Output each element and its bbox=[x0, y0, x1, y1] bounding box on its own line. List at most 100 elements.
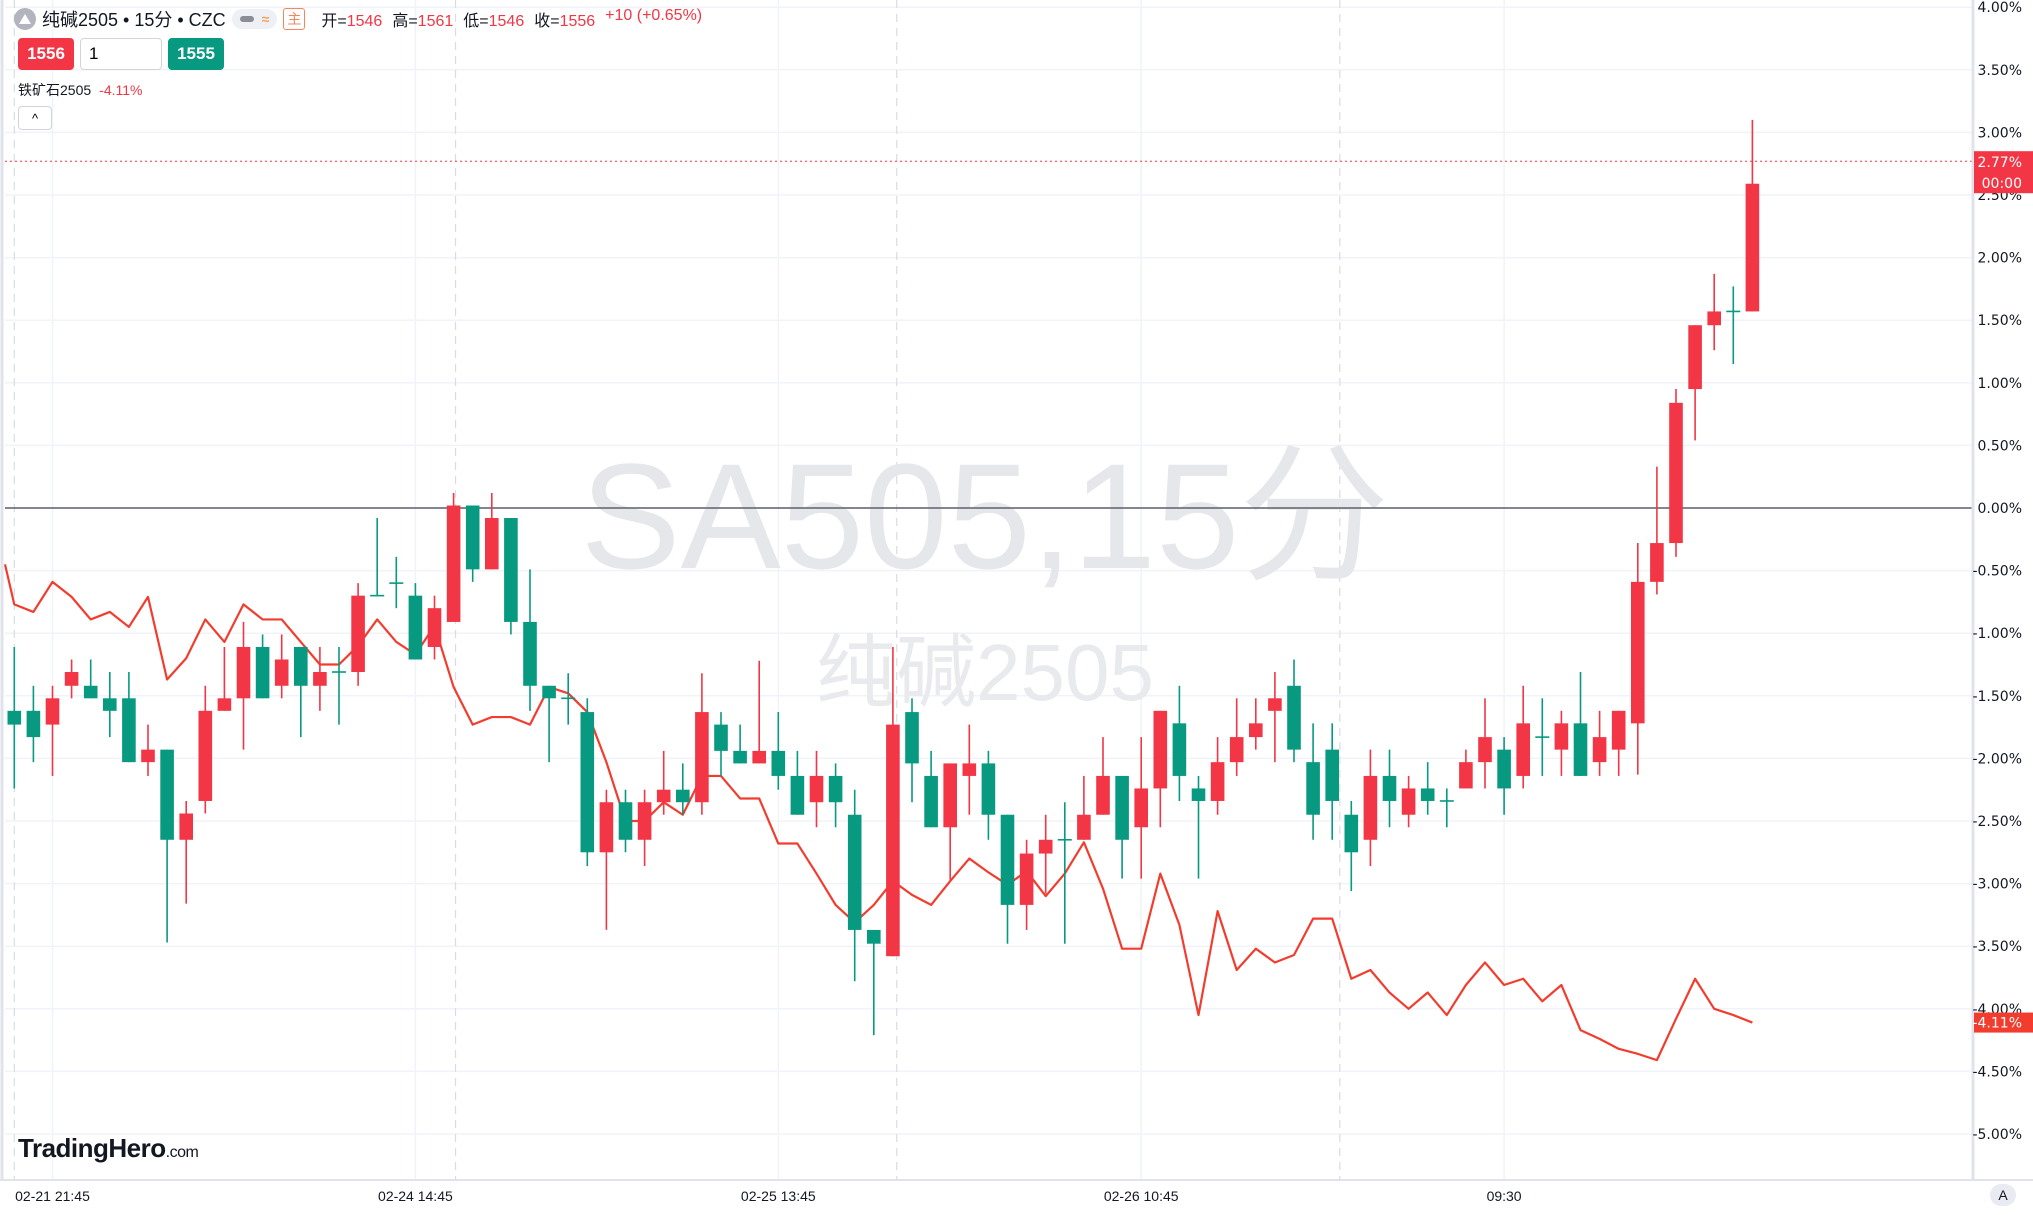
candle-body bbox=[1019, 853, 1034, 905]
candle-body bbox=[695, 712, 709, 803]
candle bbox=[274, 634, 289, 699]
candle bbox=[1420, 762, 1435, 815]
trade-panel: 1556 1555 bbox=[18, 38, 224, 70]
candle-body bbox=[408, 595, 423, 660]
candle bbox=[1497, 737, 1511, 815]
symbol-title[interactable]: 纯碱2505 • 15分 • CZC bbox=[42, 10, 226, 30]
candle-body bbox=[1745, 183, 1760, 312]
candle-body bbox=[1210, 762, 1225, 801]
candle bbox=[1478, 698, 1492, 789]
candle-body bbox=[809, 775, 824, 803]
candle-body bbox=[523, 621, 537, 686]
buy-button[interactable]: 1555 bbox=[168, 38, 224, 70]
candle-body bbox=[943, 763, 957, 828]
main-indicator-tag[interactable]: 主 bbox=[283, 8, 306, 30]
time-tick-label: 02-24 14:45 bbox=[378, 1188, 453, 1204]
candle-body bbox=[714, 724, 728, 751]
candle bbox=[561, 673, 576, 725]
candle-body bbox=[1669, 402, 1683, 544]
candle-body bbox=[64, 672, 79, 686]
candle bbox=[1401, 775, 1416, 828]
eye-toggle-icon[interactable] bbox=[239, 16, 254, 22]
price-axis[interactable]: 4.00%3.50%3.00%2.50%2.00%1.50%1.00%0.50%… bbox=[1972, 0, 2022, 1143]
candle-body bbox=[179, 813, 193, 840]
compare-line bbox=[3, 564, 1753, 1062]
candle-body bbox=[504, 518, 518, 622]
candle-body bbox=[905, 712, 919, 764]
candle-body bbox=[122, 698, 136, 763]
candle-body bbox=[1153, 710, 1168, 789]
candle bbox=[1611, 710, 1626, 776]
ohlc-low: 低=1546 bbox=[463, 13, 525, 30]
candle-body bbox=[255, 646, 270, 699]
candle-body bbox=[828, 775, 843, 803]
quantity-input[interactable] bbox=[80, 38, 162, 70]
price-tick-label: 0.50% bbox=[1978, 438, 2022, 454]
visibility-toggle[interactable]: ≈ bbox=[231, 9, 278, 29]
symbol-header: 纯碱2505 • 15分 • CZC ≈ 主 开=1546 高=1561 低=1… bbox=[14, 6, 702, 32]
candle-body bbox=[83, 685, 98, 699]
candle-body bbox=[771, 750, 786, 776]
price-tick-label: -1.50% bbox=[1972, 689, 2022, 705]
candle bbox=[943, 763, 957, 880]
candle-body bbox=[1287, 685, 1301, 750]
collapse-legend-button[interactable]: ^ bbox=[18, 106, 52, 130]
ohlc-high: 高=1561 bbox=[392, 13, 454, 30]
compare-legend[interactable]: 铁矿石2505 -4.11% bbox=[18, 80, 142, 100]
wave-icon[interactable]: ≈ bbox=[261, 11, 270, 27]
candle-body bbox=[618, 802, 633, 840]
candle bbox=[1573, 672, 1588, 776]
candle-body bbox=[351, 595, 365, 673]
candle-body bbox=[160, 749, 174, 840]
candle bbox=[1191, 775, 1206, 879]
time-axis[interactable]: 02-21 21:45 02-24 14:45 02-25 13:45 02-26 1… bbox=[15, 1188, 1522, 1204]
price-tick-label: -2.00% bbox=[1972, 751, 2022, 767]
candle bbox=[1172, 685, 1187, 801]
ohlc-open: 开=1546 bbox=[321, 13, 383, 30]
candle bbox=[83, 659, 98, 699]
ohlc-change: +10 (+0.65%) bbox=[605, 7, 703, 24]
candle bbox=[1115, 775, 1129, 879]
candle bbox=[1363, 749, 1378, 867]
candle-body bbox=[637, 802, 652, 840]
candle bbox=[160, 749, 174, 943]
candle-body bbox=[1344, 814, 1359, 853]
candle bbox=[599, 789, 614, 930]
candle bbox=[1057, 802, 1072, 944]
price-tick-label: 3.00% bbox=[1978, 125, 2022, 141]
candle-body bbox=[1401, 788, 1416, 815]
candle bbox=[255, 634, 270, 699]
candle-body bbox=[236, 646, 251, 699]
candle bbox=[1229, 698, 1244, 776]
candle bbox=[637, 789, 652, 867]
candle-body bbox=[7, 710, 22, 725]
candle bbox=[962, 724, 977, 815]
candle bbox=[924, 750, 938, 828]
candle-body bbox=[1134, 788, 1148, 828]
time-tick-label: 02-21 21:45 bbox=[15, 1188, 90, 1204]
candle bbox=[1592, 710, 1607, 776]
candle bbox=[217, 646, 232, 711]
candle bbox=[1344, 800, 1359, 892]
candle-body bbox=[981, 763, 996, 815]
candle bbox=[828, 763, 843, 828]
candle-body bbox=[1325, 749, 1339, 801]
candle bbox=[313, 646, 327, 711]
candle-body bbox=[886, 724, 900, 957]
candle-body bbox=[1611, 710, 1626, 750]
candle bbox=[1287, 659, 1301, 763]
candle-body bbox=[141, 749, 155, 763]
candle bbox=[103, 672, 117, 738]
candle-body bbox=[1554, 723, 1569, 750]
candle-body bbox=[847, 814, 862, 930]
candle bbox=[141, 724, 155, 776]
watermark-name: 纯碱2505 bbox=[816, 628, 1154, 717]
candle bbox=[1726, 286, 1741, 365]
candle bbox=[1134, 737, 1148, 879]
price-tick-label: -3.00% bbox=[1972, 877, 2022, 893]
symbol-logo-icon bbox=[14, 8, 36, 30]
sell-button[interactable]: 1556 bbox=[18, 38, 74, 70]
auto-scale-button[interactable]: A bbox=[1990, 1184, 2016, 1206]
candle bbox=[7, 646, 22, 789]
